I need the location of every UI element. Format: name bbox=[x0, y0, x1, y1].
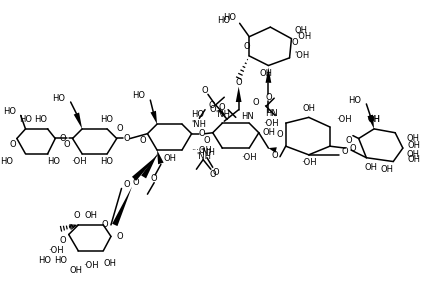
Text: O: O bbox=[117, 232, 123, 241]
Text: O: O bbox=[204, 136, 210, 145]
Polygon shape bbox=[268, 147, 277, 153]
Text: O: O bbox=[139, 136, 146, 145]
Text: ·OH: ·OH bbox=[262, 119, 278, 128]
Text: HO: HO bbox=[217, 16, 230, 25]
Text: OH: OH bbox=[408, 155, 421, 164]
Text: HO: HO bbox=[223, 13, 236, 22]
Polygon shape bbox=[265, 67, 271, 83]
Text: HO: HO bbox=[48, 157, 61, 166]
Text: HO: HO bbox=[52, 94, 65, 103]
Text: HO: HO bbox=[0, 157, 13, 166]
Text: O: O bbox=[346, 136, 352, 145]
Text: 'NH: 'NH bbox=[215, 110, 230, 119]
Text: 'OH: 'OH bbox=[295, 51, 310, 61]
Text: HO: HO bbox=[54, 256, 67, 265]
Text: O: O bbox=[235, 78, 242, 87]
Text: O: O bbox=[133, 178, 139, 187]
Text: OH: OH bbox=[163, 154, 176, 163]
Text: O: O bbox=[117, 124, 123, 133]
Text: HO: HO bbox=[19, 115, 32, 124]
Text: OH: OH bbox=[103, 259, 116, 268]
Text: O: O bbox=[202, 86, 208, 95]
Text: O: O bbox=[209, 101, 216, 110]
Text: O: O bbox=[219, 103, 225, 112]
Text: O: O bbox=[73, 211, 80, 220]
Text: HN: HN bbox=[265, 109, 278, 118]
Text: OH: OH bbox=[368, 115, 381, 124]
Text: ···OH: ···OH bbox=[192, 145, 213, 154]
Text: O: O bbox=[123, 134, 130, 143]
Text: O: O bbox=[102, 220, 108, 229]
Text: O: O bbox=[63, 140, 70, 149]
Text: O: O bbox=[210, 169, 216, 178]
Text: HO: HO bbox=[35, 115, 48, 124]
Text: OH: OH bbox=[368, 115, 381, 124]
Text: O: O bbox=[10, 140, 16, 149]
Text: HO: HO bbox=[100, 157, 114, 166]
Polygon shape bbox=[236, 87, 241, 102]
Text: HO: HO bbox=[349, 96, 362, 104]
Polygon shape bbox=[151, 111, 157, 124]
Text: O: O bbox=[342, 147, 349, 157]
Text: HO: HO bbox=[38, 256, 51, 265]
Text: O: O bbox=[151, 174, 157, 183]
Text: ·OH: ·OH bbox=[83, 261, 99, 270]
Polygon shape bbox=[112, 187, 132, 226]
Text: O: O bbox=[277, 130, 283, 139]
Text: 'NH: 'NH bbox=[200, 148, 215, 157]
Text: HO: HO bbox=[100, 115, 114, 124]
Text: O: O bbox=[349, 144, 356, 153]
Text: O: O bbox=[210, 105, 216, 114]
Text: ·OH: ·OH bbox=[241, 153, 257, 162]
Text: OH: OH bbox=[408, 141, 421, 150]
Text: OH: OH bbox=[407, 150, 420, 159]
Text: OH: OH bbox=[407, 134, 420, 143]
Text: HO: HO bbox=[192, 110, 205, 119]
Polygon shape bbox=[157, 150, 164, 164]
Text: OH: OH bbox=[259, 69, 272, 78]
Text: 'NH: 'NH bbox=[192, 119, 207, 129]
Text: O: O bbox=[213, 168, 219, 177]
Polygon shape bbox=[141, 153, 158, 178]
Text: OH: OH bbox=[365, 163, 377, 172]
Text: O: O bbox=[59, 134, 66, 143]
Text: 'OH: 'OH bbox=[296, 32, 311, 41]
Text: O: O bbox=[199, 129, 206, 138]
Text: O: O bbox=[243, 42, 250, 51]
Text: HN: HN bbox=[241, 112, 254, 121]
Text: O: O bbox=[272, 151, 279, 160]
Text: ·OH: ·OH bbox=[70, 157, 86, 166]
Text: OH: OH bbox=[70, 265, 83, 275]
Text: O: O bbox=[123, 180, 130, 189]
Text: OH: OH bbox=[295, 26, 307, 36]
Polygon shape bbox=[74, 113, 82, 129]
Text: HO: HO bbox=[3, 107, 16, 116]
Text: OH: OH bbox=[84, 211, 97, 220]
Text: OH: OH bbox=[262, 128, 276, 137]
Text: ·OH: ·OH bbox=[301, 158, 316, 167]
Polygon shape bbox=[368, 115, 374, 129]
Text: O: O bbox=[291, 38, 298, 47]
Polygon shape bbox=[132, 154, 159, 181]
Text: O: O bbox=[252, 98, 259, 107]
Text: 'NH: 'NH bbox=[196, 152, 211, 161]
Text: ·OH: ·OH bbox=[335, 115, 351, 124]
Text: O: O bbox=[265, 93, 272, 102]
Text: O: O bbox=[60, 236, 66, 245]
Text: ·OH: ·OH bbox=[48, 246, 64, 255]
Text: OH: OH bbox=[381, 165, 394, 174]
Text: OH: OH bbox=[302, 104, 315, 113]
Text: HO: HO bbox=[133, 91, 146, 100]
